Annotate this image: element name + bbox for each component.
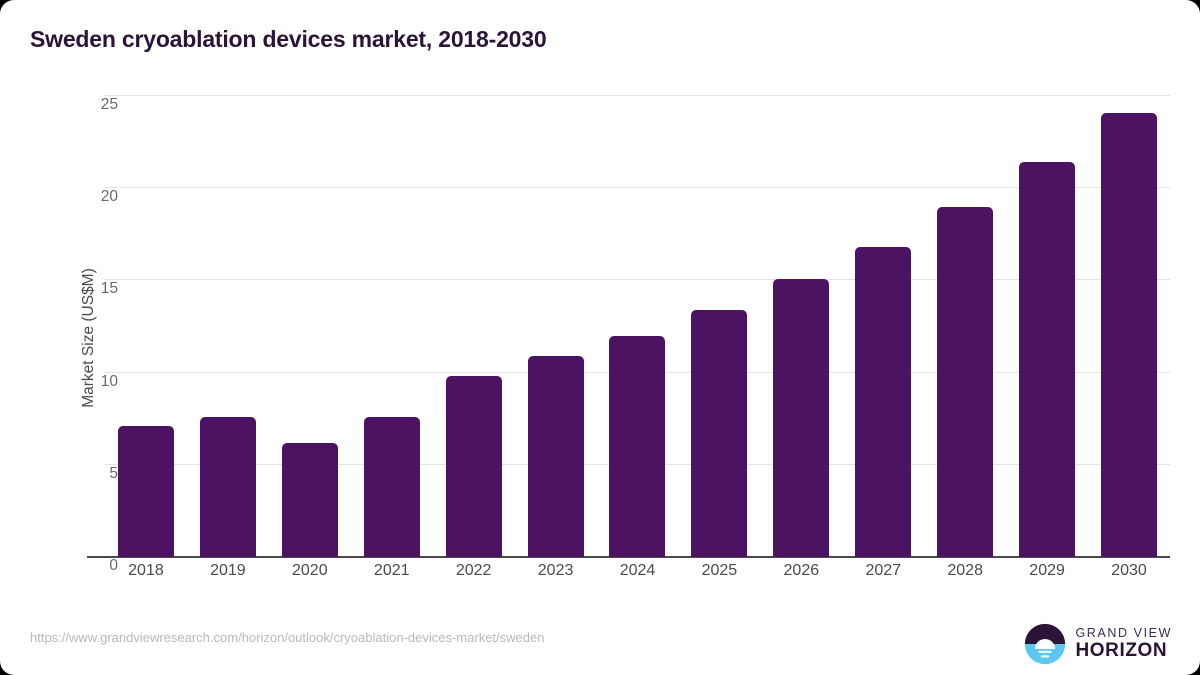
- source-url[interactable]: https://www.grandviewresearch.com/horizo…: [30, 630, 545, 645]
- page-title: Sweden cryoablation devices market, 2018…: [30, 26, 547, 52]
- bar-slot: [1088, 96, 1170, 557]
- plot-area: 0 5 10 15 20 25: [87, 95, 1170, 574]
- horizon-sun-circle-icon: [1025, 623, 1066, 665]
- x-axis-tick-2020: 2020: [292, 562, 328, 579]
- bar-slot: [1006, 96, 1088, 557]
- y-axis-label: Market Size (US$M): [79, 267, 97, 408]
- bar-2026[interactable]: [773, 278, 830, 557]
- bar-slot: [105, 96, 187, 557]
- bar-slot: [924, 96, 1006, 557]
- logo-wordmark: GRAND VIEW HORIZON: [1075, 626, 1172, 661]
- bar-2019[interactable]: [199, 416, 256, 557]
- bar-2018[interactable]: [117, 426, 174, 557]
- bar-slot: [433, 96, 515, 557]
- bar-2021[interactable]: [363, 416, 420, 557]
- x-axis-tick-2027: 2027: [865, 562, 902, 579]
- bar-slot: [760, 96, 842, 557]
- bar-2025[interactable]: [691, 309, 748, 557]
- bar-slot: [515, 96, 597, 557]
- bar-slot: [597, 96, 679, 557]
- gridline: [105, 187, 1170, 189]
- x-axis-tick-2026: 2026: [783, 562, 820, 579]
- bar-slot: [187, 96, 269, 557]
- brand-logo[interactable]: GRAND VIEW HORIZON: [1024, 622, 1172, 666]
- bar-2027[interactable]: [855, 247, 912, 557]
- x-axis-ticks: 2018 2019 2020 2021 2022 2023 2024 2025 2026 2027…: [105, 562, 1170, 580]
- bar-2022[interactable]: [445, 376, 502, 557]
- gridline: [105, 95, 1170, 96]
- bar-2024[interactable]: [609, 335, 666, 557]
- x-axis-tick-2023: 2023: [537, 562, 574, 579]
- logo-bottom-text: HORIZON: [1075, 639, 1168, 661]
- bar-2023[interactable]: [527, 356, 584, 557]
- x-axis-line: [87, 556, 1170, 558]
- bar-slot: [269, 96, 351, 557]
- bar-2030[interactable]: [1101, 112, 1158, 557]
- bar-2020[interactable]: [281, 442, 338, 557]
- x-axis-tick-2029: 2029: [1029, 562, 1065, 579]
- bar-slot: [678, 96, 760, 557]
- x-axis-tick-2030: 2030: [1111, 562, 1147, 579]
- bar-slot: [351, 96, 433, 557]
- bar-2028[interactable]: [937, 206, 994, 557]
- x-axis-tick-2019: 2019: [210, 562, 246, 579]
- gridline: [105, 279, 1170, 281]
- x-axis-tick-2021: 2021: [373, 562, 410, 579]
- logo-top-text: GRAND VIEW: [1075, 626, 1172, 641]
- bar-slot: [842, 96, 924, 557]
- x-axis-tick-2025: 2025: [701, 562, 738, 579]
- x-axis-tick-2018: 2018: [128, 562, 164, 579]
- x-axis-tick-2028: 2028: [947, 562, 983, 579]
- bar-2029[interactable]: [1019, 162, 1076, 557]
- x-axis-tick-2022: 2022: [455, 562, 492, 579]
- bar-series: [105, 96, 1170, 557]
- x-axis-tick-2024: 2024: [619, 562, 656, 579]
